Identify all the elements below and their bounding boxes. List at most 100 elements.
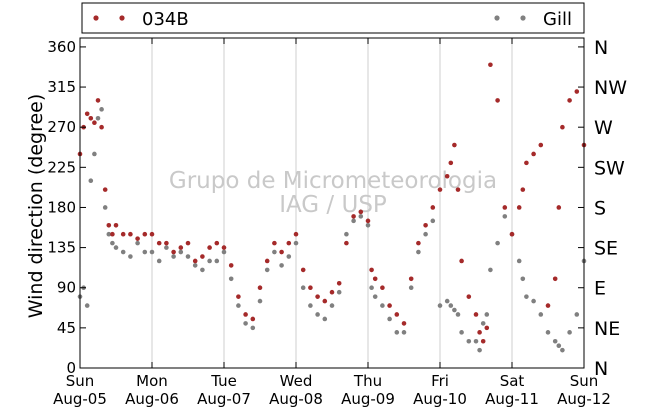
- data-point: [488, 267, 493, 273]
- data-point: [365, 222, 371, 228]
- data-point: [531, 151, 536, 157]
- data-point: [380, 285, 385, 291]
- data-point: [437, 187, 443, 192]
- legend-label-gill: Gill: [543, 9, 572, 30]
- y-axis-left: 0 45 90 135 180 225 270 315 360: [47, 38, 86, 377]
- data-point: [545, 303, 551, 308]
- data-point: [452, 307, 457, 313]
- data-point: [228, 263, 234, 268]
- y2-tick-label: NW: [594, 77, 627, 99]
- data-point: [524, 160, 529, 166]
- data-point: [214, 258, 220, 264]
- y-tick-label: 270: [47, 118, 76, 136]
- data-point: [236, 294, 241, 299]
- data-point: [88, 115, 94, 121]
- watermark: Grupo de Micrometeorologia IAG / USP: [169, 168, 497, 218]
- data-point: [430, 205, 436, 210]
- data-point: [430, 218, 436, 224]
- data-point: [110, 240, 115, 246]
- x-tick-label-day: Sat: [500, 372, 525, 390]
- data-point: [171, 249, 176, 255]
- y2-tick-label: SW: [594, 157, 625, 179]
- data-point: [308, 303, 313, 308]
- data-point: [178, 245, 184, 250]
- data-point: [477, 347, 482, 353]
- data-point: [448, 160, 454, 166]
- data-point: [214, 240, 220, 246]
- legend-marker-gill: [494, 15, 500, 21]
- data-point: [84, 111, 90, 117]
- data-point: [264, 258, 270, 264]
- data-point: [156, 240, 162, 246]
- series-034b: [77, 62, 587, 344]
- data-point: [110, 231, 115, 237]
- data-point: [308, 285, 313, 291]
- data-point: [135, 236, 140, 241]
- data-point: [545, 330, 551, 335]
- data-point: [351, 218, 356, 224]
- data-point: [185, 254, 191, 259]
- data-point: [473, 338, 479, 344]
- data-point: [473, 312, 479, 317]
- data-point: [329, 289, 335, 295]
- data-point: [243, 312, 248, 317]
- data-point: [102, 205, 108, 210]
- data-point: [459, 330, 464, 335]
- data-point: [369, 285, 374, 291]
- data-point: [113, 222, 119, 228]
- data-point: [455, 187, 461, 192]
- data-point: [556, 205, 562, 210]
- data-point: [286, 254, 292, 259]
- data-point: [272, 240, 277, 246]
- data-point: [221, 249, 227, 255]
- watermark-line-2: IAG / USP: [279, 192, 387, 218]
- data-point: [401, 321, 407, 326]
- data-point: [567, 98, 572, 103]
- data-point: [416, 240, 421, 246]
- data-point: [106, 231, 112, 237]
- data-point: [106, 222, 112, 228]
- x-tick-label-day: Mon: [136, 372, 168, 390]
- data-point: [120, 231, 126, 237]
- data-point: [279, 249, 284, 255]
- data-point: [560, 347, 565, 353]
- data-point: [128, 254, 133, 259]
- data-point: [531, 298, 536, 304]
- data-point: [502, 214, 508, 219]
- data-point: [257, 298, 263, 304]
- data-point: [149, 249, 155, 255]
- legend-marker-gill: [520, 15, 526, 21]
- data-point: [516, 205, 522, 210]
- data-point: [369, 267, 374, 273]
- data-point: [207, 258, 212, 264]
- data-point: [178, 249, 184, 255]
- data-point: [455, 312, 461, 317]
- y2-tick-label: N: [594, 358, 608, 380]
- data-point: [574, 89, 580, 94]
- data-point: [437, 303, 443, 308]
- data-point: [92, 120, 97, 126]
- data-point: [495, 98, 500, 103]
- data-point: [552, 276, 558, 282]
- data-point: [484, 312, 490, 317]
- data-point: [293, 240, 299, 246]
- series-gill: [77, 107, 587, 353]
- data-point: [149, 231, 155, 237]
- data-point: [192, 263, 198, 268]
- data-point: [113, 245, 119, 250]
- data-point: [387, 303, 392, 308]
- data-point: [448, 303, 454, 308]
- plot-area-frame: [79, 37, 585, 369]
- data-point: [365, 218, 371, 224]
- data-point: [279, 263, 284, 268]
- data-point: [567, 330, 572, 335]
- data-point: [164, 245, 169, 250]
- x-tick-label-day: Sun: [570, 372, 599, 390]
- data-point: [88, 178, 94, 184]
- data-point: [95, 115, 101, 121]
- watermark-line-1: Grupo de Micrometeorologia: [169, 168, 497, 194]
- data-point: [236, 303, 241, 308]
- data-point: [516, 258, 522, 264]
- y-tick-label: 225: [47, 158, 76, 176]
- data-point: [336, 280, 342, 286]
